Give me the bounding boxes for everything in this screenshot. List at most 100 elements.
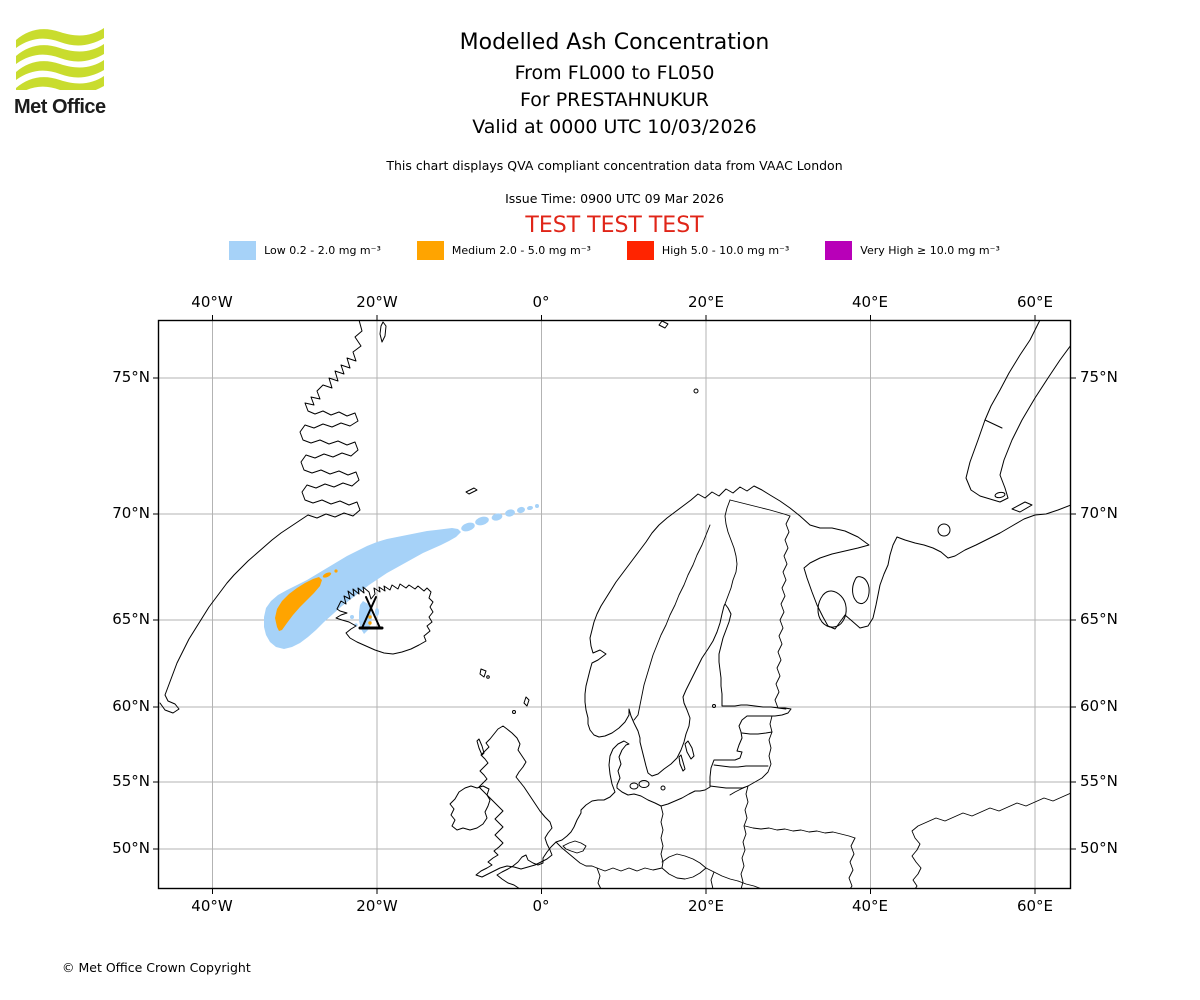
border-sweden-finland xyxy=(724,499,738,605)
border-russia-kazakhstan xyxy=(911,792,1071,889)
border-czech xyxy=(661,853,707,880)
crown-copyright: © Met Office Crown Copyright xyxy=(62,960,251,975)
tick-left-70n: 70°N xyxy=(112,504,150,522)
axis-ticks xyxy=(153,315,1076,894)
country-borders xyxy=(555,499,1071,889)
ash-plume-medium xyxy=(275,569,372,631)
border-kaliningrad xyxy=(709,785,749,789)
border-norway-sweden xyxy=(633,524,711,721)
coast-zealand xyxy=(638,780,650,788)
legend: Low 0.2 - 2.0 mg m⁻³ Medium 2.0 - 5.0 mg… xyxy=(158,241,1071,260)
map-frame xyxy=(157,319,1072,890)
tick-right-70n: 70°N xyxy=(1080,504,1118,522)
coast-svalbard-tip xyxy=(658,320,669,329)
tick-left-60n: 60°N xyxy=(112,697,150,715)
tick-right-65n: 65°N xyxy=(1080,610,1118,628)
lake-ladoga xyxy=(817,590,847,628)
coast-jan-mayen xyxy=(465,487,478,495)
tick-left-55n: 55°N xyxy=(112,772,150,790)
met-office-logo-waves xyxy=(16,28,104,96)
coast-bornholm xyxy=(660,785,666,791)
coast-orkney xyxy=(512,710,516,714)
coast-nz-islet xyxy=(994,491,1006,499)
tick-top-0: 0° xyxy=(532,293,550,311)
border-germany-south xyxy=(596,867,663,872)
met-office-logo: Met Office xyxy=(14,26,124,119)
border-finland-russia xyxy=(774,515,791,710)
border-belgium xyxy=(562,840,587,854)
coast-shetland xyxy=(523,696,530,707)
page-title: Modelled Ash Concentration xyxy=(459,30,770,55)
tick-right-60n: 60°N xyxy=(1080,697,1118,715)
coast-bear-island xyxy=(693,388,699,394)
coast-vaygach xyxy=(1011,501,1033,513)
tick-top-60e: 60°E xyxy=(1016,293,1054,311)
coast-faroes-dot xyxy=(486,675,490,679)
border-belarus-ukraine xyxy=(744,825,856,839)
border-estonia-latvia xyxy=(741,731,773,735)
coastlines xyxy=(159,320,1071,889)
tick-bottom-60e: 60°E xyxy=(1016,897,1054,915)
met-office-logo-text: Met Office xyxy=(14,96,106,118)
coast-mainland xyxy=(496,485,1071,889)
legend-item-very-high: Very High ≥ 10.0 mg m⁻³ xyxy=(825,241,1000,260)
ash-plume-low xyxy=(264,504,539,649)
tick-top-40w: 40°W xyxy=(191,293,233,311)
subtitle-valid-time: Valid at 0000 UTC 10/03/2026 xyxy=(472,116,757,138)
map-canvas xyxy=(153,315,1076,894)
volcano-marker-icon xyxy=(358,596,384,630)
border-france-east xyxy=(555,841,602,889)
coast-great-britain xyxy=(475,725,553,878)
tick-top-20w: 20°W xyxy=(356,293,398,311)
subtitle-flight-levels: From FL000 to FL050 xyxy=(514,62,715,84)
tick-bottom-0: 0° xyxy=(532,897,550,915)
tick-top-20e: 20°E xyxy=(687,293,725,311)
tick-left-65n: 65°N xyxy=(112,610,150,628)
qva-note: This chart displays QVA compliant concen… xyxy=(386,158,843,173)
high-swatch xyxy=(626,241,654,260)
tick-left-50n: 50°N xyxy=(112,839,150,857)
coast-greenland-island xyxy=(379,321,387,343)
lake-onega xyxy=(852,576,870,605)
tick-bottom-40e: 40°E xyxy=(851,897,889,915)
border-to-bottom-1 xyxy=(710,871,715,889)
issue-time: Issue Time: 0900 UTC 09 Mar 2026 xyxy=(505,191,724,206)
coast-hebrides xyxy=(476,738,485,756)
coast-kolguyev xyxy=(937,523,951,537)
tick-right-50n: 50°N xyxy=(1080,839,1118,857)
tick-bottom-20e: 20°E xyxy=(687,897,725,915)
legend-item-medium: Medium 2.0 - 5.0 mg m⁻³ xyxy=(416,241,591,260)
coast-greenland xyxy=(159,320,363,714)
very-high-swatch xyxy=(825,241,853,260)
subtitle-volcano: For PRESTAHNUKUR xyxy=(519,89,710,111)
legend-item-low: Low 0.2 - 2.0 mg m⁻³ xyxy=(229,241,381,260)
border-latvia-lithuania xyxy=(713,764,769,768)
legend-label-medium: Medium 2.0 - 5.0 mg m⁻³ xyxy=(451,244,591,257)
coast-novaya-zemlya xyxy=(965,320,1071,503)
coast-funen xyxy=(629,782,639,790)
border-baltics-russia xyxy=(729,715,773,796)
coast-aland xyxy=(712,704,716,708)
tick-bottom-20w: 20°W xyxy=(356,897,398,915)
legend-item-high: High 5.0 - 10.0 mg m⁻³ xyxy=(626,241,789,260)
coast-gotland xyxy=(684,740,695,760)
medium-swatch xyxy=(416,241,444,260)
coast-oland xyxy=(678,754,686,772)
border-poland-east xyxy=(740,785,749,889)
tick-right-75n: 75°N xyxy=(1080,368,1118,386)
test-banner: TEST TEST TEST xyxy=(525,213,704,238)
coast-ireland xyxy=(449,785,491,831)
border-to-bottom-2 xyxy=(737,880,763,889)
legend-label-very-high: Very High ≥ 10.0 mg m⁻³ xyxy=(860,244,1000,257)
border-germany-poland xyxy=(660,805,664,869)
tick-right-55n: 55°N xyxy=(1080,772,1118,790)
tick-left-75n: 75°N xyxy=(112,368,150,386)
coast-faroes xyxy=(479,668,487,678)
graticule xyxy=(158,320,1071,889)
legend-label-low: Low 0.2 - 2.0 mg m⁻³ xyxy=(264,244,381,257)
low-swatch xyxy=(229,241,257,260)
coast-iceland xyxy=(335,583,434,655)
tick-bottom-40w: 40°W xyxy=(191,897,233,915)
border-norway-finland-russia xyxy=(729,499,791,517)
coast-matochkin-strait xyxy=(984,419,1003,429)
